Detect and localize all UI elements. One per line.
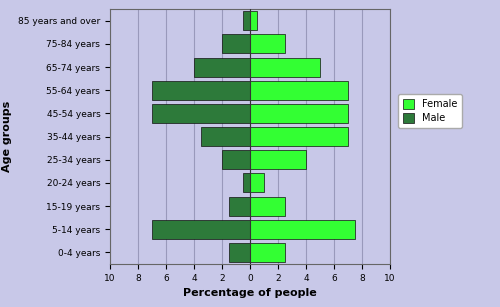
Bar — [250, 81, 348, 100]
X-axis label: Percentage of people: Percentage of people — [183, 288, 317, 298]
Bar — [250, 34, 285, 53]
Bar — [250, 150, 306, 169]
Bar — [243, 173, 250, 192]
Bar — [229, 243, 250, 262]
Bar — [250, 104, 348, 123]
Bar — [243, 11, 250, 30]
Bar — [250, 58, 320, 77]
Bar — [152, 220, 250, 239]
Bar — [250, 243, 285, 262]
Bar — [152, 104, 250, 123]
Bar — [222, 34, 250, 53]
Y-axis label: Age groups: Age groups — [2, 101, 12, 172]
Bar — [250, 173, 264, 192]
Legend: Female, Male: Female, Male — [398, 94, 462, 128]
Bar — [250, 127, 348, 146]
Bar — [250, 11, 257, 30]
Bar — [201, 127, 250, 146]
Bar — [152, 81, 250, 100]
Bar — [250, 196, 285, 216]
Bar — [250, 220, 355, 239]
Bar — [194, 58, 250, 77]
Bar — [229, 196, 250, 216]
Bar — [222, 150, 250, 169]
